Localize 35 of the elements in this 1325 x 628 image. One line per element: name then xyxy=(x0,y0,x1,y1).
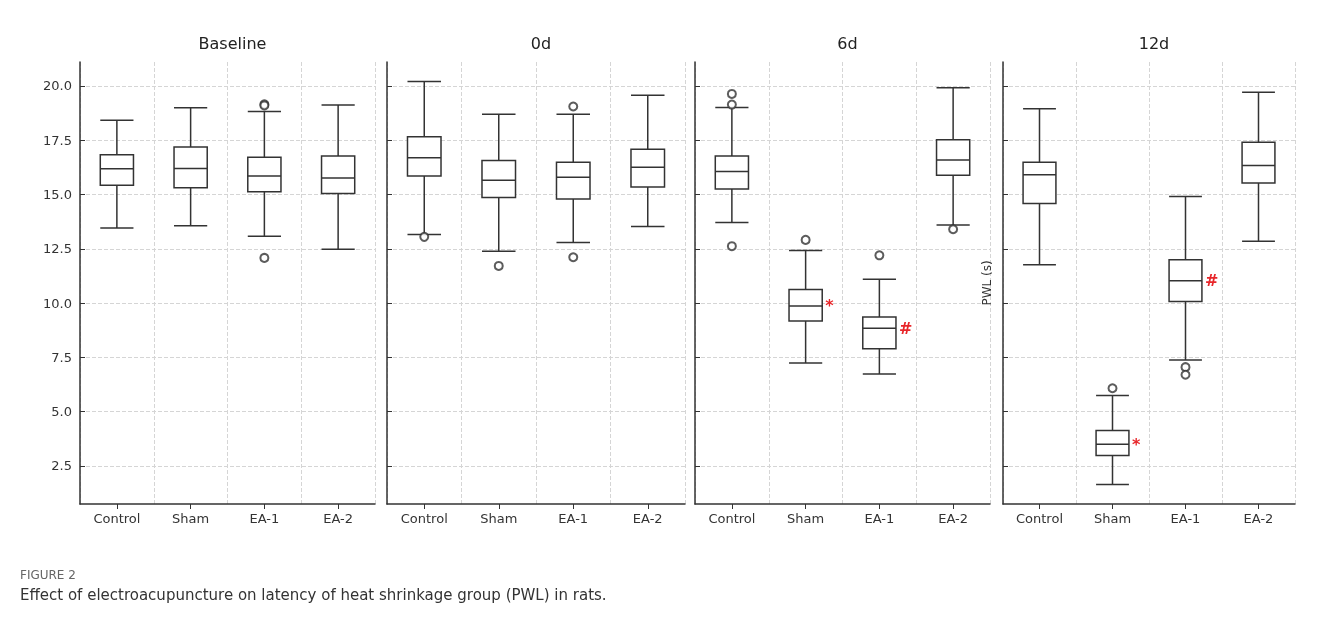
chart-title: 12d xyxy=(1138,33,1170,53)
y-tick-label: 17.5 xyxy=(43,132,72,148)
y-tick-label: 20.0 xyxy=(43,78,72,94)
chart-title: Baseline xyxy=(198,33,267,53)
x-tick-label: Control xyxy=(1016,511,1063,526)
y-tick-label: 2.5 xyxy=(51,458,72,474)
x-tick-label: EA-1 xyxy=(864,511,895,526)
y-tick-label: 5.0 xyxy=(51,404,72,420)
x-tick-label: EA-2 xyxy=(632,511,663,526)
x-tick-label: EA-2 xyxy=(1243,511,1274,526)
caption: FIGURE 2 xyxy=(20,568,77,582)
x-tick-label: Sham xyxy=(1093,511,1132,526)
annotation: # xyxy=(1204,271,1219,291)
chart-title: 6d xyxy=(837,33,858,53)
y-axis-title: PWL (s) xyxy=(980,260,994,306)
y-tick-label: 10.0 xyxy=(43,295,72,311)
x-tick-label: EA-1 xyxy=(558,511,589,526)
x-tick-label: Sham xyxy=(787,511,825,526)
x-tick-label: Control xyxy=(93,511,141,526)
y-tick-label: 7.5 xyxy=(51,349,72,365)
text: Effect of electroacupuncture on latency of heat shrinkage group (PWL) in rats. xyxy=(20,586,608,604)
y-tick-label: 15.0 xyxy=(43,186,72,202)
x-tick-label: EA-2 xyxy=(323,511,354,526)
y-tick-label: 12.5 xyxy=(43,241,72,257)
annotation: # xyxy=(898,318,913,338)
x-tick-label: Control xyxy=(400,511,448,526)
x-tick-label: Sham xyxy=(172,511,210,526)
annotation: * xyxy=(1131,434,1141,454)
annotation: * xyxy=(825,296,835,316)
chart-title: 0d xyxy=(530,33,552,53)
x-tick-label: EA-2 xyxy=(938,511,969,526)
x-tick-label: Control xyxy=(708,511,756,526)
x-tick-label: EA-1 xyxy=(1170,511,1201,526)
x-tick-label: EA-1 xyxy=(249,511,280,526)
x-tick-label: Sham xyxy=(480,511,518,526)
